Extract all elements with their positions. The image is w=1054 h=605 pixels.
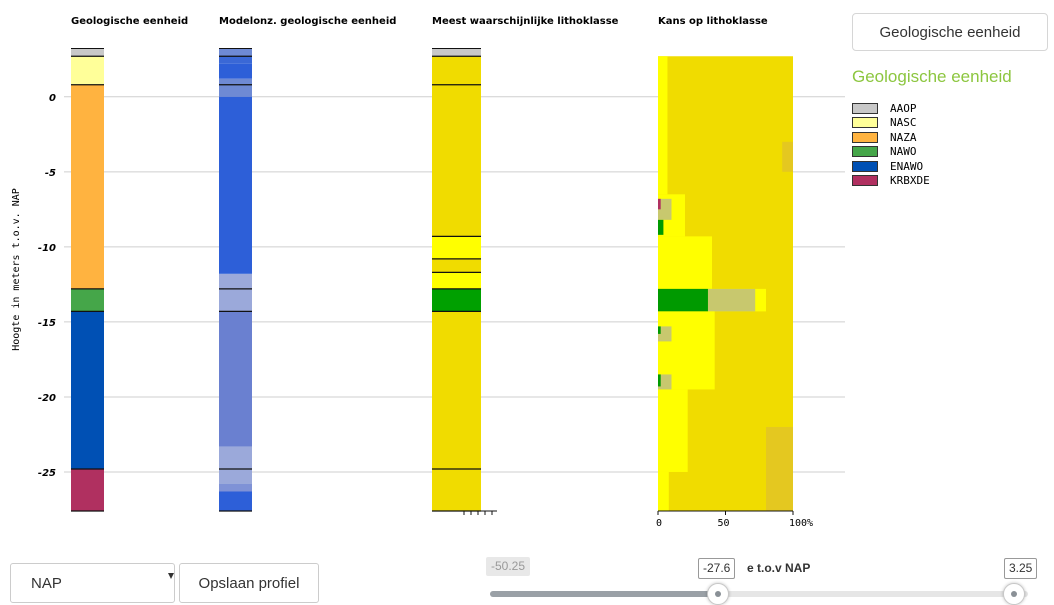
layer-bar <box>71 288 104 312</box>
legend-item: NASC <box>852 116 930 131</box>
layer-bar <box>219 48 252 57</box>
legend-swatch <box>852 160 878 172</box>
layer-bar <box>432 311 481 511</box>
layer-bar <box>71 84 104 289</box>
probability-band <box>658 374 661 387</box>
legend-swatch <box>852 175 878 187</box>
probability-band <box>658 56 668 195</box>
probability-band <box>658 374 672 390</box>
probability-band <box>658 326 672 342</box>
depth-slider-fill <box>490 591 718 597</box>
layer-bar <box>432 272 481 289</box>
layer-bar <box>219 483 252 492</box>
layer-bar <box>219 491 252 511</box>
probability-band <box>658 288 708 312</box>
probability-band <box>707 288 756 312</box>
legend-swatch <box>852 117 878 129</box>
legend-label: NASC <box>890 116 917 130</box>
save-profile-label: Opslaan profiel <box>198 574 300 592</box>
layer-bar <box>219 311 252 447</box>
legend-label: NAZA <box>890 130 917 144</box>
reference-select[interactable]: NAP <box>10 563 175 603</box>
profile-chart: 0 -5 -10 -15 -20 -25 Hoogte in meters t.o.v. N… <box>11 16 845 529</box>
layer-bar <box>219 96 252 274</box>
slider-max-value: 3.25 <box>1004 558 1038 579</box>
legend-swatch <box>852 131 878 143</box>
legend-item: NAZA <box>852 130 930 145</box>
legend-item: AAOP <box>852 101 930 116</box>
layer-bar <box>432 258 481 273</box>
legend-item: ENAWO <box>852 159 930 174</box>
layer-bar <box>71 468 104 511</box>
column-title: Kans op lithoklasse <box>658 16 768 27</box>
legend-item: KRBXDE <box>852 174 930 189</box>
layer-bar <box>71 48 104 57</box>
y-tick-label: -10 <box>38 243 56 254</box>
reference-select-value: NAP <box>31 575 62 592</box>
legend-label: ENAWO <box>890 159 924 173</box>
column-title: Meest waarschijnlijke lithoklasse <box>432 16 619 27</box>
layer-bar <box>71 311 104 469</box>
y-tick-label: -5 <box>45 168 56 179</box>
layer-bar <box>432 236 481 259</box>
y-axis-label: Hoogte in meters t.o.v. NAP <box>11 188 22 351</box>
layer-bar <box>432 56 481 237</box>
depth-slider-handle-low[interactable] <box>706 583 729 605</box>
legend-swatch <box>852 146 878 158</box>
legend: AAOP NASC NAZA NAWO ENAWO KRBXDE <box>852 101 930 188</box>
legend-type-select[interactable]: Geologische eenheid <box>852 13 1048 51</box>
slider-current-value: -27.6 <box>698 558 736 579</box>
layer-bar <box>219 56 252 64</box>
layer-bar <box>219 446 252 484</box>
column-title: Modelonz. geologische eenheid <box>219 16 396 27</box>
probability-band <box>658 198 672 220</box>
slider-min-value: -50.25 <box>486 557 531 576</box>
probability-band <box>766 426 793 511</box>
save-profile-button[interactable]: Opslaan profiel <box>179 563 319 603</box>
probability-band <box>658 198 661 210</box>
y-tick-label: 0 <box>49 93 56 104</box>
probability-band <box>658 219 664 235</box>
layer-bar <box>432 288 481 312</box>
legend-type-select-label: Geologische eenheid <box>879 23 1021 41</box>
legend-title: Geologische eenheid <box>852 67 1012 86</box>
depth-slider-track[interactable] <box>490 591 1028 597</box>
legend-label: KRBXDE <box>890 174 930 188</box>
legend-item: NAWO <box>852 145 930 160</box>
chevron-down-icon <box>168 573 174 579</box>
y-tick-label: -25 <box>38 468 56 479</box>
depth-slider-handle-high[interactable] <box>1003 583 1025 605</box>
probability-band <box>782 141 793 172</box>
legend-swatch <box>852 102 878 114</box>
layer-bar <box>219 63 252 79</box>
y-tick-label: -20 <box>38 393 56 404</box>
probability-band <box>658 236 712 289</box>
probability-band <box>658 326 661 334</box>
x-tick-label: 100% <box>789 518 813 529</box>
legend-label: AAOP <box>890 101 917 115</box>
probability-band <box>658 389 688 472</box>
column-title: Geologische eenheid <box>71 16 188 27</box>
layer-bar <box>432 48 481 57</box>
y-tick-label: -15 <box>38 318 56 329</box>
slider-label: e t.o.v NAP <box>747 561 811 575</box>
layer-bar <box>219 273 252 312</box>
legend-label: NAWO <box>890 145 917 159</box>
layer-bar <box>71 56 104 85</box>
x-tick-label: 50 <box>718 518 730 529</box>
layer-bar <box>219 78 252 97</box>
probability-band <box>658 471 669 511</box>
x-tick-label: 0 <box>656 518 662 529</box>
